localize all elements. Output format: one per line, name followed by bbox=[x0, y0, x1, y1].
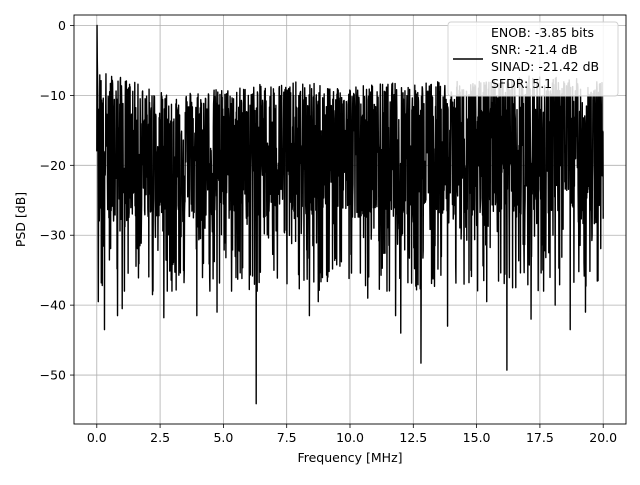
data-layer bbox=[96, 24, 604, 405]
legend: ENOB: -3.85 bits SNR: -21.4 dB SINAD: -2… bbox=[447, 21, 619, 97]
legend-box bbox=[447, 21, 619, 97]
y-tick-label: 0 bbox=[58, 18, 66, 33]
x-tick-label: 10.0 bbox=[336, 430, 364, 445]
x-tick-label: 7.5 bbox=[277, 430, 297, 445]
y-tick-label: −50 bbox=[40, 368, 66, 383]
x-tick-label: 0.0 bbox=[87, 430, 107, 445]
legend-sfdr: SFDR: 5.1 bbox=[491, 76, 552, 91]
x-tick-label: 12.5 bbox=[399, 430, 427, 445]
ticks: 0.0 2.5 5.0 7.5 10.0 12.5 15.0 17.5 20.0 0 −10 −20 −… bbox=[40, 18, 618, 445]
y-axis-label: PSD [dB] bbox=[13, 192, 28, 247]
x-tick-label: 5.0 bbox=[213, 430, 233, 445]
psd-trace bbox=[96, 24, 604, 405]
x-tick-label: 17.5 bbox=[526, 430, 554, 445]
y-tick-label: −40 bbox=[40, 298, 66, 313]
x-tick-label: 2.5 bbox=[150, 430, 170, 445]
y-tick-label: −30 bbox=[40, 228, 66, 243]
legend-snr: SNR: -21.4 dB bbox=[491, 42, 578, 57]
y-tick-label: −20 bbox=[40, 158, 66, 173]
x-tick-label: 15.0 bbox=[463, 430, 491, 445]
legend-sinad: SINAD: -21.42 dB bbox=[491, 59, 599, 74]
y-tick-label: −10 bbox=[40, 88, 66, 103]
legend-enob: ENOB: -3.85 bits bbox=[491, 25, 594, 40]
x-axis-label: Frequency [MHz] bbox=[297, 450, 402, 465]
x-tick-label: 20.0 bbox=[589, 430, 617, 445]
